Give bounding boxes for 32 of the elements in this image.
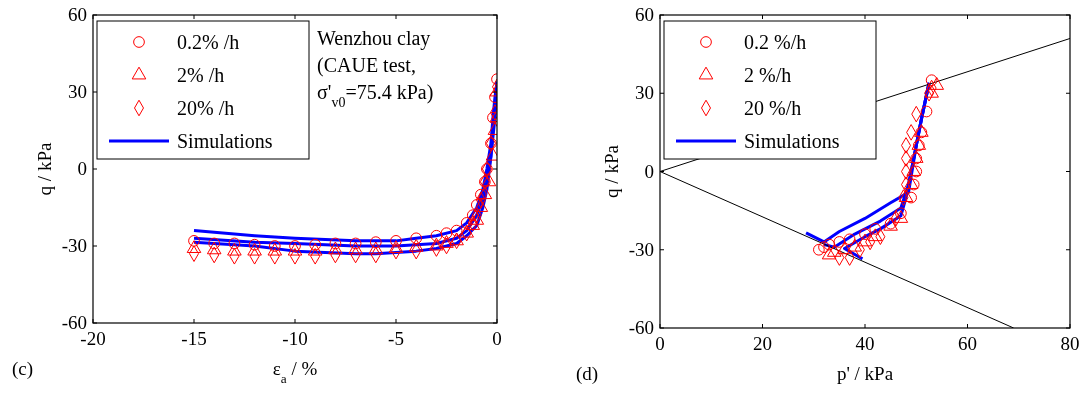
y-axis-title: q / kPa — [34, 142, 55, 196]
x-tick-label: 0 — [492, 328, 502, 349]
annotation: Wenzhou clay (CAUE test, σ'$_{v0}$=75.4 kPa) — [317, 27, 434, 110]
y-tick-label: 30 — [68, 81, 87, 102]
text: (c) — [12, 358, 34, 380]
y-tick-label: 60 — [68, 4, 87, 25]
text: (d) — [576, 363, 599, 385]
legend-label: 0.2% /h — [177, 31, 240, 53]
legend-label: 0.2 %/h — [744, 31, 807, 53]
y-tick-label: -60 — [628, 317, 654, 338]
legend-label: 20 %/h — [744, 97, 802, 119]
legend-label: Simulations — [744, 130, 840, 152]
x-tick-label: 60 — [958, 333, 977, 354]
y-tick-label: 0 — [644, 160, 654, 182]
legend-label: 2% /h — [177, 64, 225, 86]
y-tick-label: 60 — [635, 4, 654, 25]
x-tick-label: 20 — [753, 333, 772, 354]
x-tick-label: -5 — [388, 328, 404, 349]
legend-label: 20% /h — [177, 97, 235, 119]
y-tick-label: 30 — [635, 82, 654, 104]
x-axis-title: p' / kPa — [836, 363, 894, 384]
x-tick-label: 80 — [1060, 333, 1080, 354]
y-tick-label: -30 — [628, 238, 654, 260]
legend-label: 2 %/h — [744, 64, 792, 86]
y-axis-title: q / kPa — [601, 144, 622, 198]
x-tick-label: -15 — [181, 328, 207, 349]
legend-label: Simulations — [177, 130, 273, 152]
x-axis-title: ε$_{a}$ / % — [272, 358, 318, 386]
x-tick-label: 40 — [855, 333, 875, 354]
y-tick-label: -30 — [61, 235, 87, 256]
y-tick-label: 0 — [77, 158, 87, 179]
x-tick-label: -10 — [282, 328, 308, 349]
